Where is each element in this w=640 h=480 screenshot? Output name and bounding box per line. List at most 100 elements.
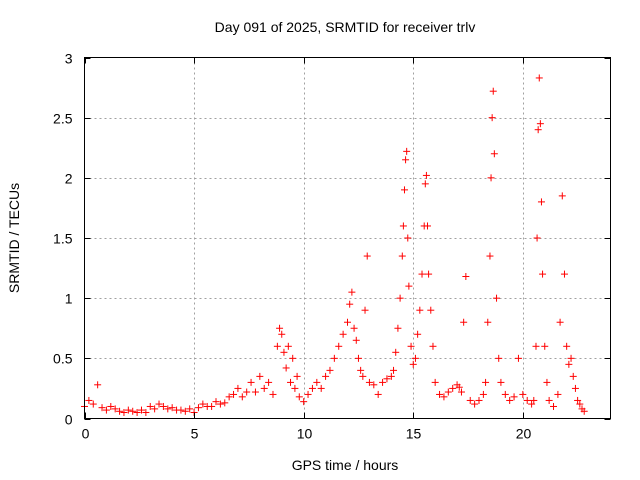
data-point xyxy=(479,390,487,398)
data-point xyxy=(576,400,584,408)
data-point xyxy=(510,393,518,401)
data-point xyxy=(533,234,541,242)
x-tick-label: 15 xyxy=(406,426,422,442)
y-axis-label: SRMTID / TECUs xyxy=(6,183,22,293)
data-point xyxy=(571,384,579,392)
data-point xyxy=(528,400,536,408)
data-point xyxy=(429,342,437,350)
data-points xyxy=(81,74,588,416)
data-point xyxy=(488,114,496,122)
data-point xyxy=(405,282,413,290)
data-point xyxy=(142,408,150,416)
data-point xyxy=(199,400,207,408)
data-point xyxy=(238,393,246,401)
y-tick-label: 2 xyxy=(65,171,73,187)
data-point xyxy=(304,390,312,398)
data-point xyxy=(137,406,145,414)
y-tick-label: 0.5 xyxy=(53,351,73,367)
data-point xyxy=(569,372,577,380)
data-point xyxy=(374,390,382,398)
data-point xyxy=(440,393,448,401)
data-point xyxy=(212,398,220,406)
data-point xyxy=(486,252,494,260)
data-point xyxy=(120,408,128,416)
x-tick-label: 20 xyxy=(516,426,532,442)
x-tick-label: 5 xyxy=(191,426,199,442)
data-point xyxy=(537,198,545,206)
data-point xyxy=(256,372,264,380)
data-point xyxy=(403,147,411,155)
data-point xyxy=(225,393,233,401)
data-point xyxy=(444,388,452,396)
data-point xyxy=(216,400,224,408)
data-point xyxy=(260,384,268,392)
axis-ticks: 0 5 10 15 20 0 0.5 1 1.5 2 2.5 3 xyxy=(53,51,611,442)
data-point xyxy=(489,87,497,95)
data-point xyxy=(181,407,189,415)
data-point xyxy=(532,342,540,350)
chart-title: Day 091 of 2025, SRMTID for receiver trl… xyxy=(215,19,476,35)
data-point xyxy=(495,354,503,362)
data-point xyxy=(151,405,159,413)
data-point xyxy=(493,294,501,302)
data-point xyxy=(177,406,185,414)
data-point xyxy=(129,407,137,415)
data-point xyxy=(567,354,575,362)
data-point xyxy=(530,396,538,404)
data-point xyxy=(278,330,286,338)
data-point xyxy=(124,406,132,414)
data-point xyxy=(354,354,362,362)
data-point xyxy=(421,180,429,188)
data-point xyxy=(550,402,558,410)
data-point xyxy=(535,74,543,82)
data-point xyxy=(497,378,505,386)
data-point xyxy=(269,390,277,398)
data-point xyxy=(146,402,154,410)
data-point xyxy=(554,390,562,398)
data-point xyxy=(574,396,582,404)
data-point xyxy=(326,366,334,374)
data-point xyxy=(449,384,457,392)
data-point xyxy=(394,324,402,332)
data-point xyxy=(482,378,490,386)
data-point xyxy=(543,378,551,386)
data-point xyxy=(335,342,343,350)
data-point xyxy=(560,270,568,278)
data-point xyxy=(116,407,124,415)
data-point xyxy=(536,120,544,128)
data-point xyxy=(276,324,284,332)
data-point xyxy=(273,342,281,350)
data-point xyxy=(155,400,163,408)
data-point xyxy=(490,150,498,158)
data-point xyxy=(425,270,433,278)
data-point xyxy=(346,300,354,308)
data-point xyxy=(387,372,395,380)
data-point xyxy=(457,388,465,396)
data-point xyxy=(348,288,356,296)
y-tick-label: 0 xyxy=(65,412,73,428)
data-point xyxy=(282,364,290,372)
data-point xyxy=(352,336,360,344)
data-point xyxy=(295,393,303,401)
data-point xyxy=(234,384,242,392)
data-point xyxy=(379,378,387,386)
y-tick-label: 1 xyxy=(65,291,73,307)
data-point xyxy=(392,348,400,356)
data-point xyxy=(436,390,444,398)
data-point xyxy=(409,360,417,368)
data-point xyxy=(484,318,492,326)
data-point xyxy=(221,399,229,407)
x-tick-label: 10 xyxy=(297,426,313,442)
data-point xyxy=(313,378,321,386)
data-point xyxy=(539,270,547,278)
data-point xyxy=(164,405,172,413)
data-point xyxy=(363,252,371,260)
data-point xyxy=(383,375,391,383)
data-point xyxy=(85,396,93,404)
data-point xyxy=(287,378,295,386)
data-point xyxy=(293,372,301,380)
data-point xyxy=(102,406,110,414)
data-point xyxy=(289,354,297,362)
data-point xyxy=(357,366,365,374)
